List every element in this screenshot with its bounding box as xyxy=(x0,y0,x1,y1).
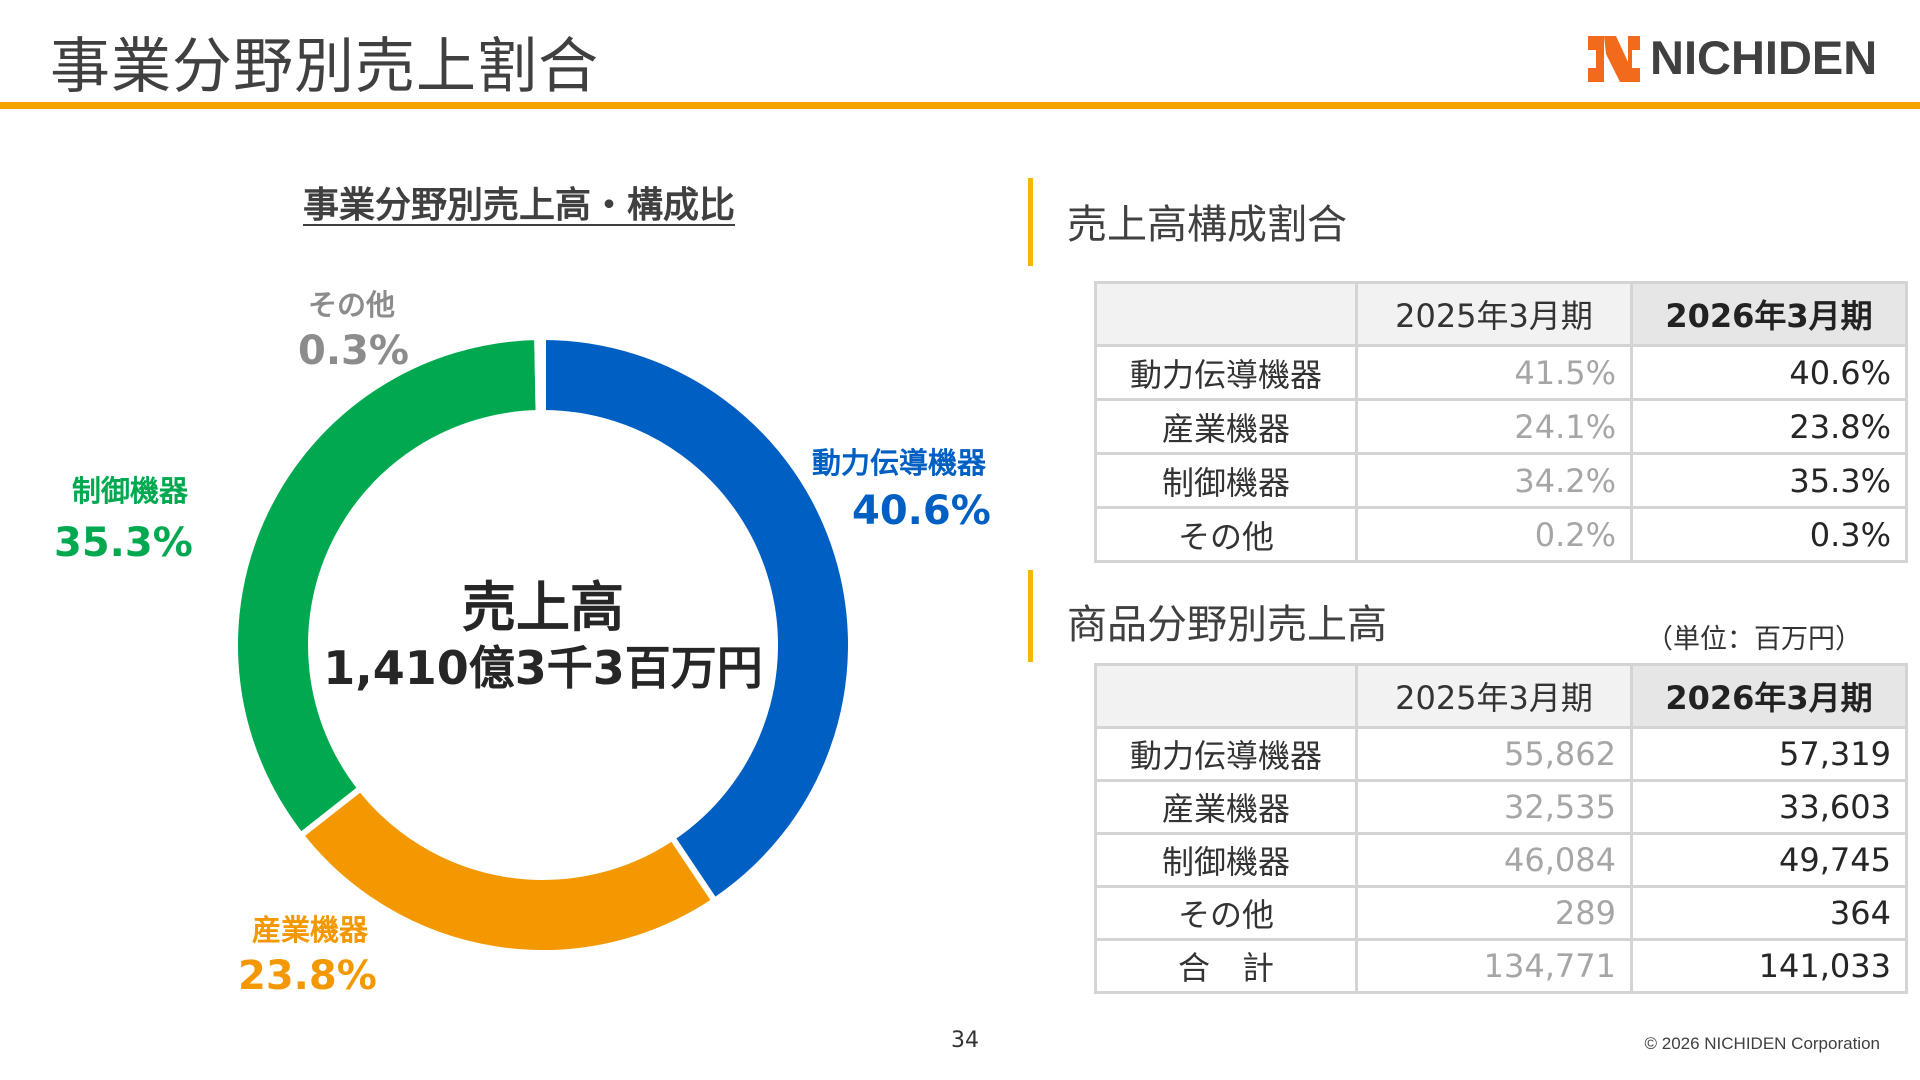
chart-title: 事業分野別売上高・構成比 xyxy=(303,185,736,226)
cur-value: 33,603 xyxy=(1630,779,1908,835)
prev-value: 46,084 xyxy=(1355,832,1633,888)
slice-label-power: 動力伝導機器 xyxy=(812,446,987,480)
table-header-cur: 2026年3月期 xyxy=(1630,281,1908,347)
prev-value: 34.2% xyxy=(1355,452,1633,509)
table-row: 制御機器 46,084 49,745 xyxy=(1094,832,1908,888)
section-accent-bar xyxy=(1028,570,1033,662)
composition-table: 2025年3月期 2026年3月期 動力伝導機器 41.5% 40.6% 産業機… xyxy=(1094,281,1908,563)
cur-value: 23.8% xyxy=(1630,398,1908,455)
sales-section-title: 商品分野別売上高 xyxy=(1067,602,1387,648)
cur-value: 0.3% xyxy=(1630,506,1908,563)
table-row: その他 0.2% 0.3% xyxy=(1094,506,1908,563)
sales-table: 2025年3月期 2026年3月期 動力伝導機器 55,862 57,319 産… xyxy=(1094,663,1908,994)
row-label: 産業機器 xyxy=(1094,398,1358,455)
title-rule xyxy=(0,102,1920,109)
slice-value-power: 40.6% xyxy=(852,488,991,534)
prev-value: 55,862 xyxy=(1355,726,1633,782)
row-label: 動力伝導機器 xyxy=(1094,726,1358,782)
slice-label-other: その他 xyxy=(308,288,396,322)
table-row: 制御機器 34.2% 35.3% xyxy=(1094,452,1908,509)
table-row: その他 289 364 xyxy=(1094,885,1908,941)
unit-note: （単位：百万円） xyxy=(1646,624,1862,655)
row-label: その他 xyxy=(1094,885,1358,941)
copyright: © 2026 NICHIDEN Corporation xyxy=(1644,1034,1880,1053)
row-label: 産業機器 xyxy=(1094,779,1358,835)
cur-value: 364 xyxy=(1630,885,1908,941)
table-row: 動力伝導機器 41.5% 40.6% xyxy=(1094,344,1908,401)
table-header-cur: 2026年3月期 xyxy=(1630,663,1908,729)
cur-value: 141,033 xyxy=(1630,938,1908,994)
table-header-prev: 2025年3月期 xyxy=(1355,281,1633,347)
chart-center-value: 1,410億3千3百万円 xyxy=(323,641,763,695)
cur-value: 49,745 xyxy=(1630,832,1908,888)
row-label: 合 計 xyxy=(1094,938,1358,994)
logo-text: NICHIDEN xyxy=(1650,31,1878,84)
prev-value: 134,771 xyxy=(1355,938,1633,994)
row-label: その他 xyxy=(1094,506,1358,563)
composition-section-title: 売上高構成割合 xyxy=(1067,202,1347,248)
row-label: 制御機器 xyxy=(1094,452,1358,509)
table-header-blank xyxy=(1094,663,1358,729)
company-logo: NICHIDEN xyxy=(1584,28,1904,88)
table-row: 産業機器 24.1% 23.8% xyxy=(1094,398,1908,455)
table-row: 動力伝導機器 55,862 57,319 xyxy=(1094,726,1908,782)
table-row: 産業機器 32,535 33,603 xyxy=(1094,779,1908,835)
cur-value: 35.3% xyxy=(1630,452,1908,509)
slice-power xyxy=(540,334,854,904)
prev-value: 289 xyxy=(1355,885,1633,941)
prev-value: 0.2% xyxy=(1355,506,1633,563)
table-row-total: 合 計 134,771 141,033 xyxy=(1094,938,1908,994)
page-number: 34 xyxy=(951,1028,979,1053)
section-accent-bar xyxy=(1028,178,1033,266)
cur-value: 40.6% xyxy=(1630,344,1908,401)
table-header-blank xyxy=(1094,281,1358,347)
row-label: 制御機器 xyxy=(1094,832,1358,888)
prev-value: 41.5% xyxy=(1355,344,1633,401)
nichiden-logo-icon xyxy=(1588,36,1640,82)
prev-value: 32,535 xyxy=(1355,779,1633,835)
page-title: 事業分野別売上割合 xyxy=(50,32,599,102)
slice-control xyxy=(232,334,542,839)
cur-value: 57,319 xyxy=(1630,726,1908,782)
slice-value-other: 0.3% xyxy=(298,328,409,374)
prev-value: 24.1% xyxy=(1355,398,1633,455)
slice-label-industrial: 産業機器 xyxy=(252,913,369,947)
slice-other xyxy=(534,334,546,417)
row-label: 動力伝導機器 xyxy=(1094,344,1358,401)
slice-value-control: 35.3% xyxy=(54,520,193,566)
table-header-prev: 2025年3月期 xyxy=(1355,663,1633,729)
chart-center-title: 売上高 xyxy=(462,576,624,639)
slice-value-industrial: 23.8% xyxy=(238,953,377,999)
slice-label-control: 制御機器 xyxy=(72,474,189,508)
